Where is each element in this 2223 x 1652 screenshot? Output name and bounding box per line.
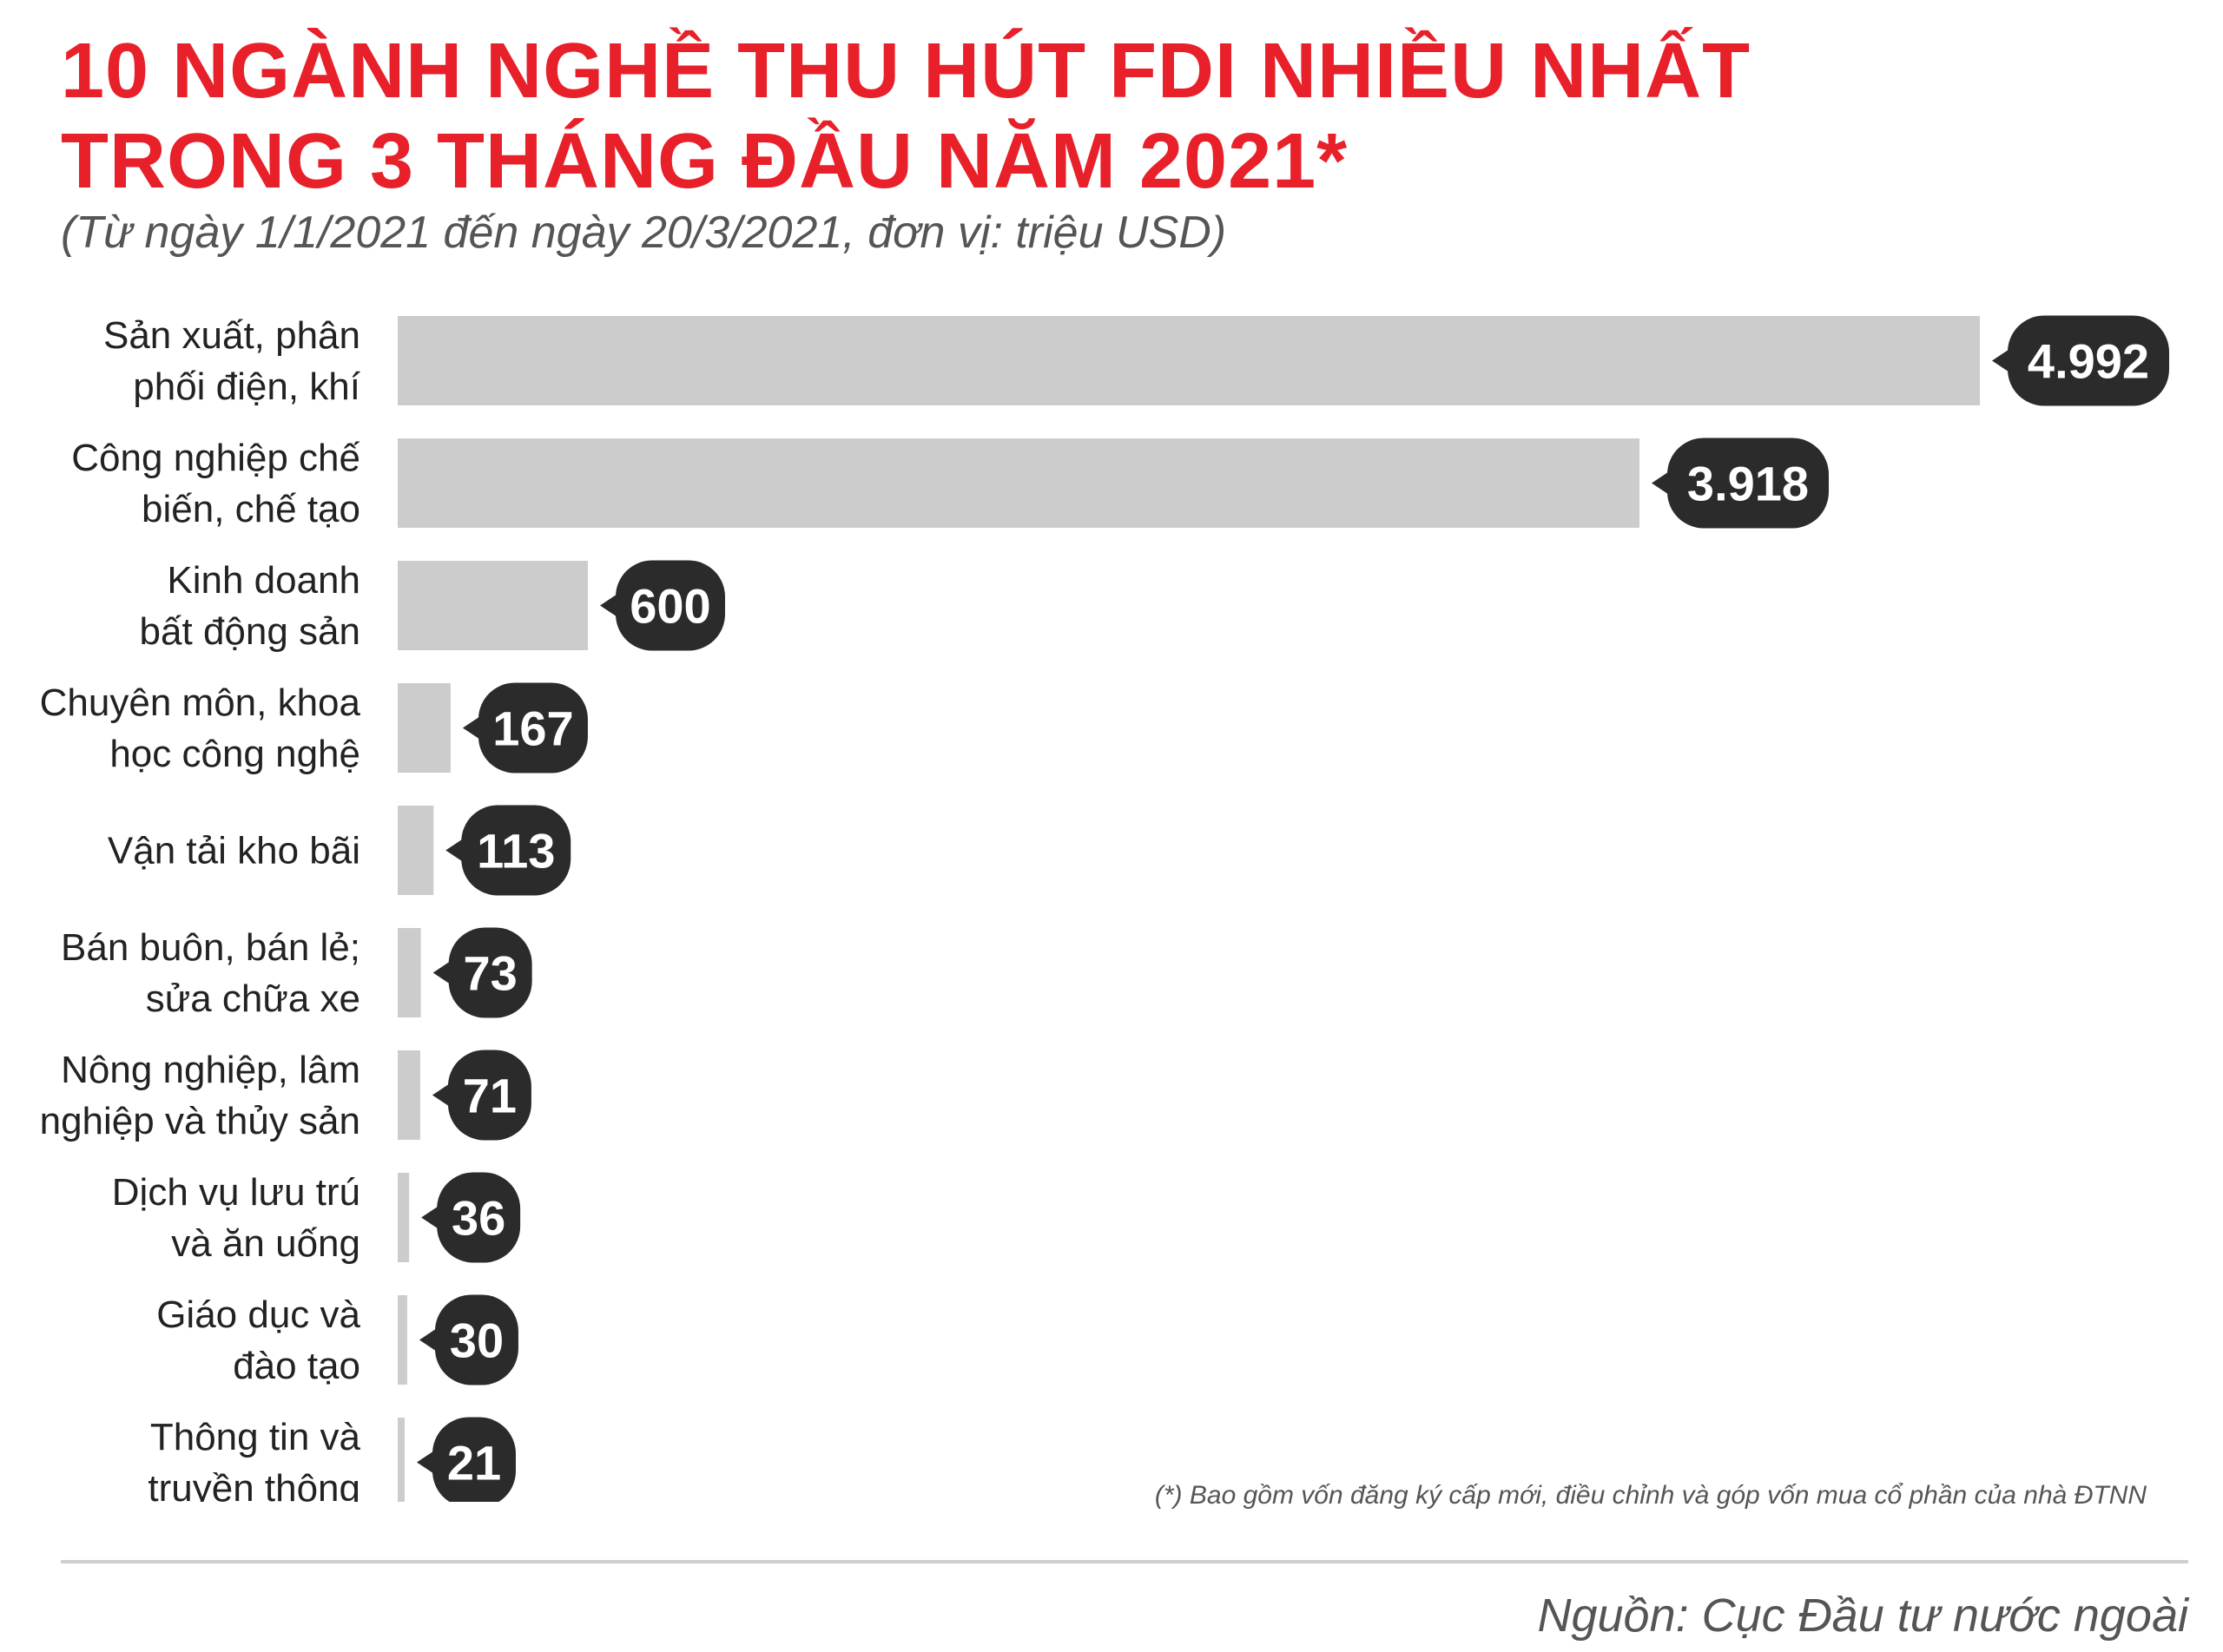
category-label: Chuyên môn, khoa học công nghệ bbox=[40, 681, 361, 775]
value-label: 30 bbox=[450, 1313, 504, 1368]
value-label: 73 bbox=[463, 946, 517, 1001]
value-label: 21 bbox=[447, 1436, 501, 1491]
bar bbox=[398, 683, 451, 773]
value-label: 600 bbox=[630, 579, 710, 634]
bar bbox=[398, 1173, 410, 1262]
bar bbox=[398, 928, 421, 1017]
value-badge: 3.918 bbox=[1652, 438, 1830, 529]
value-badge: 600 bbox=[599, 560, 725, 651]
bar bbox=[398, 806, 434, 895]
category-label: Kinh doanh bất động sản bbox=[140, 559, 360, 653]
bar bbox=[398, 1295, 407, 1385]
category-label: Thông tin và truyền thông bbox=[148, 1416, 360, 1502]
bar bbox=[398, 561, 588, 650]
divider bbox=[61, 1560, 2188, 1563]
footnote: (*) Bao gồm vốn đăng ký cấp mới, điều ch… bbox=[1154, 1481, 2147, 1510]
bar bbox=[398, 1418, 405, 1502]
value-badge: 73 bbox=[432, 927, 532, 1018]
source-credit: Nguồn: Cục Đầu tư nước ngoài bbox=[1537, 1589, 2189, 1642]
value-label: 167 bbox=[492, 701, 573, 756]
value-badge: 113 bbox=[445, 805, 571, 896]
category-label: Nông nghiệp, lâm nghiệp và thủy sản bbox=[40, 1049, 360, 1142]
value-badge: 71 bbox=[432, 1050, 531, 1141]
bar bbox=[398, 438, 1640, 528]
title-line-1: 10 NGÀNH NGHỀ THU HÚT FDI NHIỀU NHẤT bbox=[61, 28, 1751, 115]
value-label: 4.992 bbox=[2028, 334, 2149, 389]
category-label: Bán buôn, bán lẻ; sửa chữa xe bbox=[61, 926, 360, 1020]
bar-chart: Sản xuất, phân phối điện, khí 4.992 Công ng… bbox=[40, 314, 2169, 1502]
value-label: 113 bbox=[477, 824, 555, 879]
value-badge: 21 bbox=[417, 1417, 516, 1502]
category-label: Vận tải kho bãi bbox=[108, 830, 360, 872]
title-line-2: TRONG 3 THÁNG ĐẦU NĂM 2021* bbox=[61, 118, 1349, 205]
chart-subtitle: (Từ ngày 1/1/2021 đến ngày 20/3/2021, đơ… bbox=[61, 207, 1227, 258]
value-label: 36 bbox=[452, 1191, 505, 1246]
category-label: Sản xuất, phân phối điện, khí bbox=[103, 314, 361, 408]
bar bbox=[398, 1050, 420, 1140]
chart-title: 10 NGÀNH NGHỀ THU HÚT FDI NHIỀU NHẤT TRO… bbox=[61, 26, 1751, 207]
category-label: Công nghiệp chế biến, chế tạo bbox=[71, 437, 360, 530]
value-badge: 167 bbox=[462, 682, 588, 773]
value-badge: 30 bbox=[419, 1294, 518, 1385]
value-label: 3.918 bbox=[1687, 457, 1809, 511]
category-label: Dịch vụ lưu trú và ăn uống bbox=[112, 1171, 360, 1265]
value-badge: 36 bbox=[421, 1172, 521, 1263]
bar bbox=[398, 316, 1980, 405]
value-badge: 4.992 bbox=[1992, 315, 2169, 406]
category-label: Giáo dục và đào tạo bbox=[156, 1293, 360, 1387]
value-label: 71 bbox=[463, 1069, 517, 1123]
